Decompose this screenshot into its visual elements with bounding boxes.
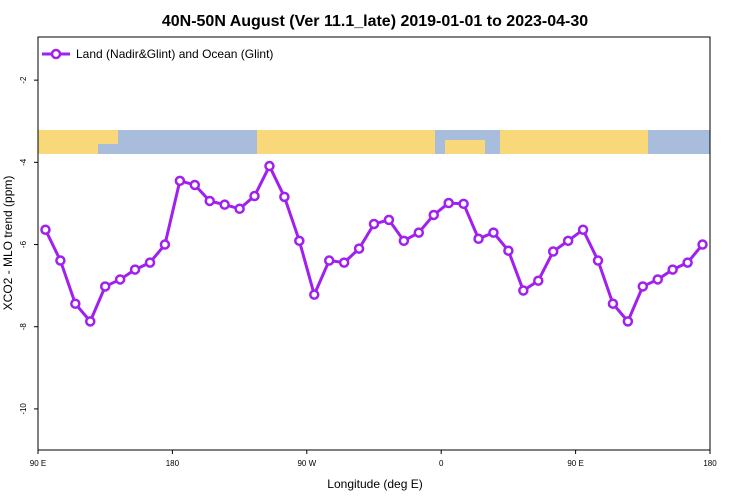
point	[234, 203, 245, 215]
x-tick-label: 0	[439, 459, 444, 468]
point	[682, 257, 693, 268]
x-tick-label: 180	[166, 459, 180, 468]
point	[518, 285, 529, 296]
point	[443, 197, 454, 209]
point	[353, 243, 365, 254]
point	[70, 298, 81, 309]
y-tick-label: -6	[19, 240, 28, 248]
point	[279, 191, 290, 203]
point	[114, 274, 126, 285]
point	[547, 246, 559, 257]
point	[99, 281, 111, 292]
point	[204, 195, 215, 207]
x-tick-label: 90 W	[297, 459, 316, 468]
point	[249, 190, 260, 202]
point	[368, 218, 380, 230]
y-tick-label: -8	[19, 323, 28, 331]
point	[85, 316, 96, 327]
point	[189, 179, 201, 191]
point	[40, 224, 51, 235]
point	[458, 198, 469, 210]
point	[667, 264, 678, 275]
point	[55, 255, 66, 266]
point	[503, 245, 514, 256]
point	[592, 255, 604, 266]
point	[398, 235, 410, 247]
y-tick-label: -4	[19, 158, 28, 166]
x-tick-label: 90 E	[30, 459, 46, 468]
point	[652, 274, 663, 285]
point	[174, 175, 186, 187]
x-tick-label: 90 E	[567, 459, 583, 468]
legend-marker	[50, 48, 62, 60]
point	[562, 235, 574, 247]
y-axis-label: XCO2 - MLO trend (ppm)	[1, 176, 15, 311]
point	[219, 199, 230, 210]
x-tick-label: 180	[703, 459, 717, 468]
legend-label: Land (Nadir&Glint) and Ocean (Glint)	[76, 47, 273, 61]
chart-title: 40N-50N August (Ver 11.1_late) 2019-01-0…	[162, 13, 588, 30]
y-tick-label: -2	[19, 76, 28, 84]
point	[159, 239, 171, 250]
point	[338, 257, 350, 268]
map-strip	[38, 130, 710, 154]
point	[294, 235, 305, 247]
point	[413, 227, 425, 238]
point	[488, 227, 499, 238]
point	[383, 214, 395, 226]
y-tick-label: -10	[19, 403, 28, 415]
point	[607, 298, 619, 309]
point	[264, 160, 275, 172]
point	[309, 289, 320, 300]
point	[577, 224, 589, 235]
point	[323, 255, 335, 266]
point	[129, 264, 141, 275]
plot-frame	[37, 36, 711, 451]
point	[428, 209, 439, 221]
point	[637, 281, 649, 292]
point	[622, 316, 634, 327]
point	[697, 239, 708, 250]
point	[533, 275, 544, 286]
series-line	[44, 162, 704, 325]
x-axis-label: Longitude (deg E)	[327, 477, 422, 491]
point	[473, 233, 484, 245]
point	[144, 257, 156, 268]
